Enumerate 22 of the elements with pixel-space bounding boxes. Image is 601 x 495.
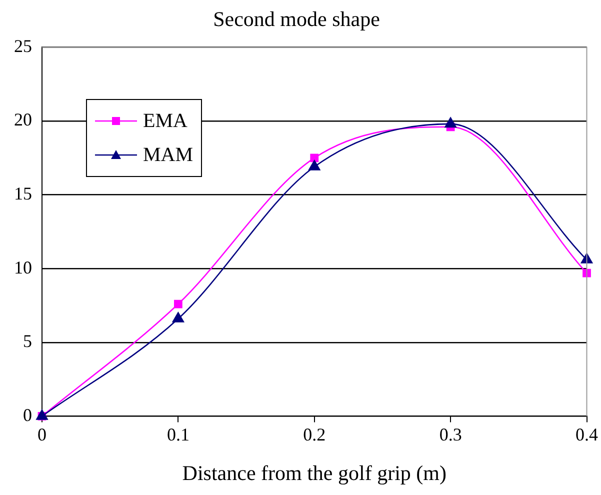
x-tick-label: 0.2 (303, 424, 326, 445)
x-tick-label: 0 (38, 424, 46, 445)
x-tick-label: 0.4 (576, 424, 598, 445)
y-tick-label: 25 (14, 36, 32, 56)
x-axis-title: Distance from the golf grip (m) (182, 460, 446, 485)
legend-label: EMA (143, 110, 188, 133)
x-tick-label: 0.3 (439, 424, 462, 445)
point (580, 253, 593, 264)
point (174, 300, 182, 308)
x-tick-label: 0.1 (166, 424, 190, 445)
point (444, 117, 456, 128)
y-tick-label: 20 (14, 110, 32, 130)
y-tick-label: 5 (23, 331, 32, 352)
chart-title: Second mode shape (213, 7, 380, 32)
legend-label: MAM (143, 144, 194, 167)
y-tick-label: 0 (23, 404, 32, 425)
point (310, 154, 319, 162)
y-tick-label: 10 (14, 257, 32, 278)
point (308, 160, 320, 170)
y-tick-label: 15 (14, 184, 32, 204)
point (36, 410, 48, 420)
point (172, 312, 184, 322)
